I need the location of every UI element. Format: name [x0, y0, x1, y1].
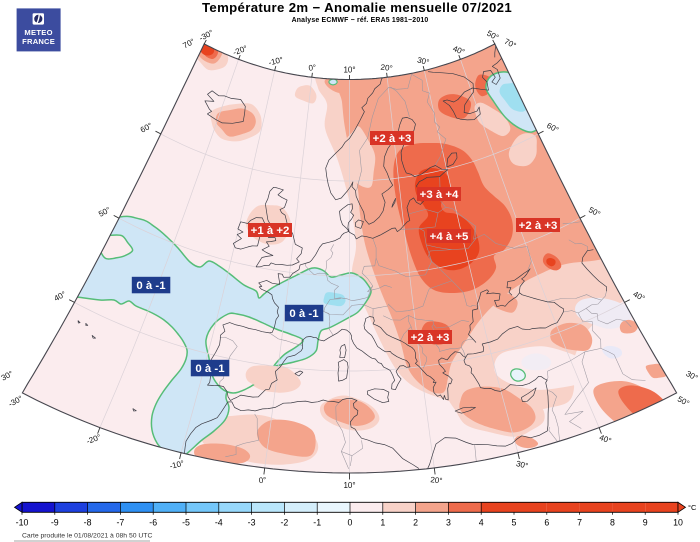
svg-text:3: 3 — [446, 518, 451, 528]
svg-text:10°: 10° — [343, 481, 355, 490]
svg-text:+2 à +3: +2 à +3 — [411, 332, 450, 344]
svg-text:0: 0 — [348, 518, 353, 528]
svg-text:0 à -1: 0 à -1 — [195, 363, 225, 375]
svg-text:+2 à +3: +2 à +3 — [373, 133, 412, 145]
svg-text:40°: 40° — [598, 433, 613, 446]
svg-text:30°: 30° — [515, 459, 529, 471]
svg-text:Analyse ECMWF − réf. ERA5 1981: Analyse ECMWF − réf. ERA5 1981−2010 — [292, 17, 429, 24]
svg-text:4: 4 — [479, 518, 484, 528]
svg-text:9: 9 — [643, 518, 648, 528]
svg-text:METEO: METEO — [24, 28, 53, 37]
svg-text:0 à -1: 0 à -1 — [289, 308, 319, 320]
svg-text:0°: 0° — [258, 475, 267, 485]
svg-text:-4: -4 — [215, 518, 223, 528]
svg-text:2: 2 — [413, 518, 418, 528]
svg-text:°C: °C — [688, 503, 697, 512]
svg-text:1: 1 — [380, 518, 385, 528]
svg-text:40°: 40° — [452, 44, 467, 57]
svg-text:-2: -2 — [280, 518, 288, 528]
svg-text:0 à -1: 0 à -1 — [136, 280, 166, 292]
svg-text:20°: 20° — [380, 63, 393, 73]
svg-text:-10°: -10° — [268, 55, 284, 67]
svg-text:10°: 10° — [343, 66, 355, 75]
svg-text:FRANCE: FRANCE — [22, 37, 55, 46]
svg-text:-6: -6 — [149, 518, 157, 528]
svg-text:Carte produite le 01/08/2021 à: Carte produite le 01/08/2021 à 08h 50 UT… — [22, 533, 152, 540]
svg-text:Température 2m − Anomalie mens: Température 2m − Anomalie mensuelle 07/2… — [202, 0, 512, 15]
svg-text:-10°: -10° — [169, 459, 185, 471]
svg-text:20°: 20° — [430, 475, 443, 485]
svg-text:+2 à +3: +2 à +3 — [519, 220, 558, 232]
svg-text:-5: -5 — [182, 518, 190, 528]
svg-text:-1: -1 — [313, 518, 321, 528]
svg-text:7: 7 — [577, 518, 582, 528]
svg-text:+3 à +4: +3 à +4 — [420, 189, 459, 201]
svg-text:6: 6 — [544, 518, 549, 528]
svg-text:-10: -10 — [16, 518, 29, 528]
svg-text:10: 10 — [673, 518, 683, 528]
svg-text:8: 8 — [610, 518, 615, 528]
svg-text:-9: -9 — [51, 518, 59, 528]
svg-text:-3: -3 — [248, 518, 256, 528]
svg-text:5: 5 — [512, 518, 517, 528]
svg-text:-7: -7 — [116, 518, 124, 528]
svg-text:+1 à +2: +1 à +2 — [251, 225, 290, 237]
svg-text:-8: -8 — [84, 518, 92, 528]
svg-text:+4 à +5: +4 à +5 — [430, 231, 469, 243]
svg-text:0°: 0° — [308, 63, 317, 73]
svg-text:30°: 30° — [416, 55, 430, 67]
